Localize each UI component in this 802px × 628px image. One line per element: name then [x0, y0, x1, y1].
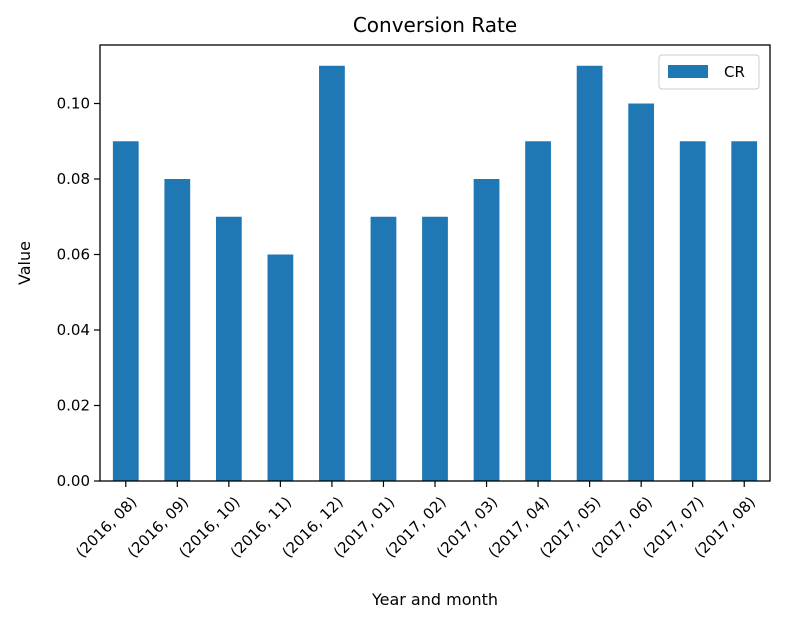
bar-3	[215, 216, 242, 481]
y-axis-ticks: 0.00 0.02 0.04 0.06 0.08 0.10	[57, 95, 100, 490]
bar-9	[525, 141, 551, 481]
bar-1	[112, 141, 139, 481]
y-tick-label: 0.06	[57, 246, 90, 264]
legend-label: CR	[724, 63, 745, 81]
bar-6	[370, 216, 397, 481]
plot-frame	[99, 44, 771, 482]
y-tick-label: 0.02	[57, 397, 90, 415]
y-tick-label: 0.10	[57, 95, 90, 113]
legend-swatch	[668, 65, 708, 78]
bar-10	[576, 65, 603, 481]
y-axis-label: Value	[15, 241, 34, 285]
chart-title: Conversion Rate	[353, 13, 517, 37]
legend-box	[658, 54, 760, 90]
bar-12	[679, 141, 706, 481]
bar-13	[731, 141, 758, 481]
bars-group	[112, 65, 758, 481]
bar-8	[473, 179, 500, 481]
legend: CR	[658, 54, 760, 90]
bar-11	[628, 103, 655, 481]
y-tick-label: 0.08	[57, 170, 90, 188]
y-tick-label: 0.00	[57, 472, 90, 490]
bar-4	[267, 254, 294, 481]
bar-2	[164, 179, 191, 481]
x-axis-label: Year and month	[371, 590, 498, 609]
bar-7	[422, 216, 448, 481]
bar-5	[319, 65, 345, 481]
y-tick-label: 0.04	[57, 321, 90, 339]
